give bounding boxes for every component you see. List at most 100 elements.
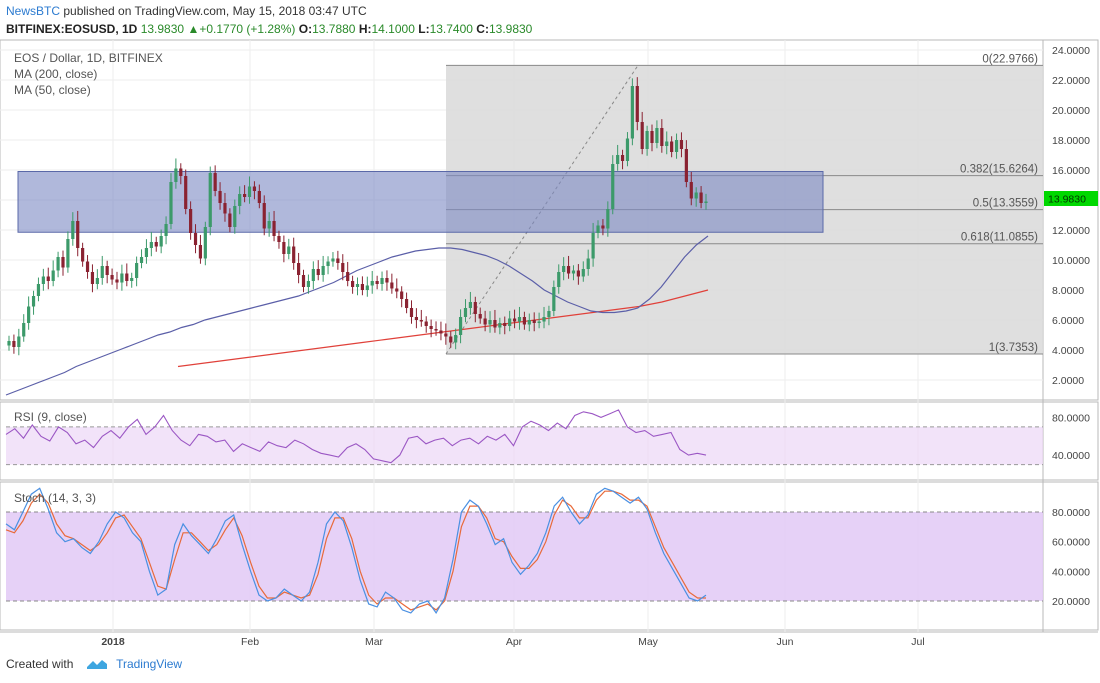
y-tick-label: 20.0000 bbox=[1052, 105, 1090, 117]
candle-body bbox=[51, 270, 55, 281]
close-value: 13.9830 bbox=[488, 22, 533, 36]
stoch-tick-label: 60.0000 bbox=[1052, 537, 1090, 549]
candle-body bbox=[424, 321, 428, 326]
fib-level-label: 0(22.9766) bbox=[982, 53, 1038, 65]
candle-body bbox=[301, 275, 306, 287]
candle-body bbox=[184, 176, 188, 209]
stoch-panel bbox=[5, 487, 1043, 615]
candle-body bbox=[439, 330, 443, 334]
stoch-legend: Stoch (14, 3, 3) bbox=[14, 491, 96, 505]
candle-body bbox=[689, 182, 693, 199]
candle-body bbox=[267, 221, 271, 229]
candle-body bbox=[203, 227, 207, 259]
stoch-tick-label: 40.0000 bbox=[1052, 566, 1090, 578]
candle-body bbox=[385, 278, 389, 283]
candle-body bbox=[198, 245, 203, 259]
candle-body bbox=[542, 317, 546, 322]
candle-body bbox=[630, 86, 634, 139]
candle-body bbox=[154, 242, 158, 247]
fib-level-label: 0.382(15.6264) bbox=[960, 164, 1038, 176]
candle-body bbox=[135, 263, 139, 278]
candle-body bbox=[243, 194, 247, 197]
ma200-polyline bbox=[177, 289, 709, 368]
created-with-text: Created with bbox=[6, 657, 74, 671]
candle-body bbox=[429, 326, 433, 329]
y-tick-label: 16.0000 bbox=[1052, 165, 1090, 177]
candle-body bbox=[581, 269, 585, 277]
candle-body bbox=[625, 138, 630, 161]
ohlc-line: BITFINEX:EOSUSD, 1D 13.9830 ▲+0.1770 (+1… bbox=[6, 22, 532, 36]
candle-body bbox=[336, 258, 340, 263]
fib-level-label: 1(3.7353) bbox=[989, 342, 1038, 354]
rsi-panel bbox=[5, 409, 1043, 466]
candle-body bbox=[139, 257, 144, 263]
candle-body bbox=[537, 321, 541, 323]
candle-body bbox=[419, 320, 423, 322]
tradingview-link[interactable]: TradingView bbox=[116, 657, 183, 671]
y-tick-label: 4.0000 bbox=[1052, 345, 1084, 357]
candle-body bbox=[400, 291, 404, 299]
stoch-band bbox=[6, 512, 1043, 601]
candle-body bbox=[341, 263, 345, 272]
candle-body bbox=[149, 242, 153, 248]
candle-body bbox=[434, 329, 438, 331]
high-value: 14.1000 bbox=[371, 22, 415, 36]
y-tick-label: 22.0000 bbox=[1052, 75, 1090, 87]
candle-body bbox=[95, 278, 99, 284]
candle-body bbox=[257, 191, 261, 203]
stoch-tick-label: 80.0000 bbox=[1052, 507, 1090, 519]
candle-body bbox=[645, 131, 649, 149]
candle-body bbox=[591, 233, 595, 259]
support-resistance-zone bbox=[17, 171, 824, 233]
candle-body bbox=[350, 281, 355, 287]
candle-body bbox=[321, 266, 325, 275]
candle-body bbox=[169, 182, 173, 224]
candle-body bbox=[36, 284, 41, 296]
candle-body bbox=[414, 317, 419, 320]
candle-body bbox=[694, 192, 698, 199]
candle-body bbox=[130, 278, 134, 281]
candle-body bbox=[46, 276, 50, 281]
candle-body bbox=[488, 320, 492, 325]
candle-body bbox=[164, 224, 168, 236]
tradingview-logo-icon bbox=[86, 660, 107, 669]
candle-body bbox=[370, 281, 374, 286]
x-tick-label: May bbox=[638, 636, 659, 648]
candle-body bbox=[508, 318, 512, 326]
candle-body bbox=[449, 336, 453, 343]
candle-body bbox=[532, 320, 536, 323]
candle-body bbox=[679, 140, 684, 149]
x-tick-label: Apr bbox=[506, 636, 523, 648]
low-label: L: bbox=[418, 22, 430, 36]
candle-body bbox=[571, 270, 576, 274]
ma200-line bbox=[177, 289, 709, 368]
candle-body bbox=[404, 299, 409, 308]
brand-link[interactable]: NewsBTC bbox=[6, 4, 61, 18]
y-tick-label: 10.0000 bbox=[1052, 255, 1090, 267]
last-price: 13.9830 bbox=[140, 22, 185, 36]
candle-body bbox=[463, 308, 468, 317]
candle-body bbox=[159, 236, 163, 247]
rsi-tick-label: 80.0000 bbox=[1052, 412, 1090, 424]
axes: 2018 Feb Mar Apr May Jun Jul 24.0000 22.0000 20.0… bbox=[101, 45, 1090, 648]
candle-body bbox=[444, 333, 448, 337]
stoch-k-line bbox=[5, 487, 707, 615]
candle-body bbox=[27, 306, 31, 323]
candle-body bbox=[179, 168, 183, 176]
y-tick-label: 24.0000 bbox=[1052, 45, 1090, 57]
candle-body bbox=[287, 246, 291, 254]
price-badge-text: 13.9830 bbox=[1048, 194, 1086, 206]
candle-body bbox=[282, 242, 286, 254]
y-tick-label: 18.0000 bbox=[1052, 135, 1090, 147]
stoch-d-line bbox=[5, 490, 706, 611]
candle-body bbox=[56, 257, 60, 271]
price-badge bbox=[1044, 191, 1098, 206]
x-tick-label: Jul bbox=[911, 636, 924, 648]
candle-body bbox=[390, 282, 394, 289]
candle-body bbox=[189, 209, 193, 233]
change-arrow-icon: ▲ bbox=[187, 22, 200, 36]
candle-body bbox=[213, 173, 217, 191]
candle-body bbox=[454, 335, 458, 343]
x-tick-label: 2018 bbox=[101, 636, 125, 648]
